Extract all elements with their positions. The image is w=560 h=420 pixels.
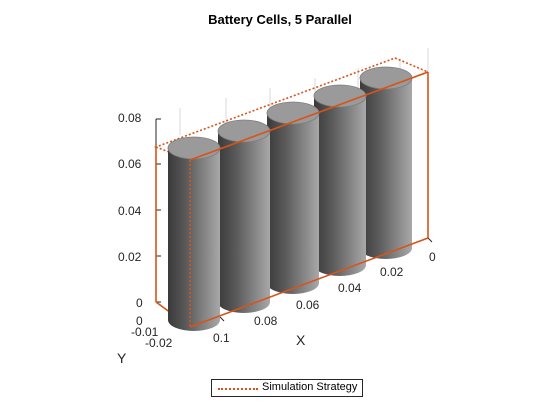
cell-body	[360, 78, 412, 259]
battery-cell	[313, 84, 367, 276]
cell-top-cap	[313, 84, 367, 108]
battery-cell	[217, 119, 271, 313]
simulation-box-front	[189, 71, 429, 328]
cell-body	[314, 96, 366, 276]
x-tick-label: 0.08	[254, 314, 278, 328]
battery-cell	[266, 101, 320, 294]
z-tick-label: 0.06	[118, 157, 142, 171]
z-tick-label: 0.02	[118, 250, 142, 264]
cell-top-cap	[359, 66, 413, 90]
legend-entry-label: Simulation Strategy	[262, 381, 358, 393]
box-front-top-edge	[189, 71, 429, 161]
x-tick-label: 0.1	[213, 331, 230, 345]
cell-top-cap	[217, 119, 271, 143]
cell-top-cap	[167, 136, 221, 160]
x-tick-label: 0.02	[380, 265, 404, 279]
x-tick-label: 0.04	[338, 281, 362, 295]
battery-cells	[167, 66, 413, 331]
cell-body	[218, 131, 270, 313]
y-tick-label: -0.01	[131, 325, 159, 339]
chart-title: Battery Cells, 5 Parallel	[208, 12, 352, 27]
x-tick-mark	[427, 237, 433, 243]
x-tick-label: 0	[429, 250, 436, 264]
y-tick-label: -0.02	[145, 336, 173, 350]
box-front-bottom-edge	[189, 237, 429, 328]
x-tick-mark	[219, 316, 225, 322]
y-tick-label: 0	[136, 314, 143, 328]
legend[interactable]: Simulation Strategy	[211, 379, 363, 397]
x-tick-label: 0.06	[296, 298, 320, 312]
battery-cell	[359, 66, 413, 259]
cell-body	[168, 148, 220, 331]
z-tick-label: 0.08	[118, 111, 142, 125]
cell-body	[267, 113, 319, 294]
z-tick-label: 0.04	[118, 204, 142, 218]
cell-top-cap	[266, 101, 320, 125]
z-tick-label: 0	[136, 296, 143, 310]
battery-cell	[167, 136, 221, 331]
legend-line-swatch	[218, 388, 258, 390]
y-axis-label: Y	[117, 350, 127, 366]
x-axis-label: X	[296, 332, 306, 348]
